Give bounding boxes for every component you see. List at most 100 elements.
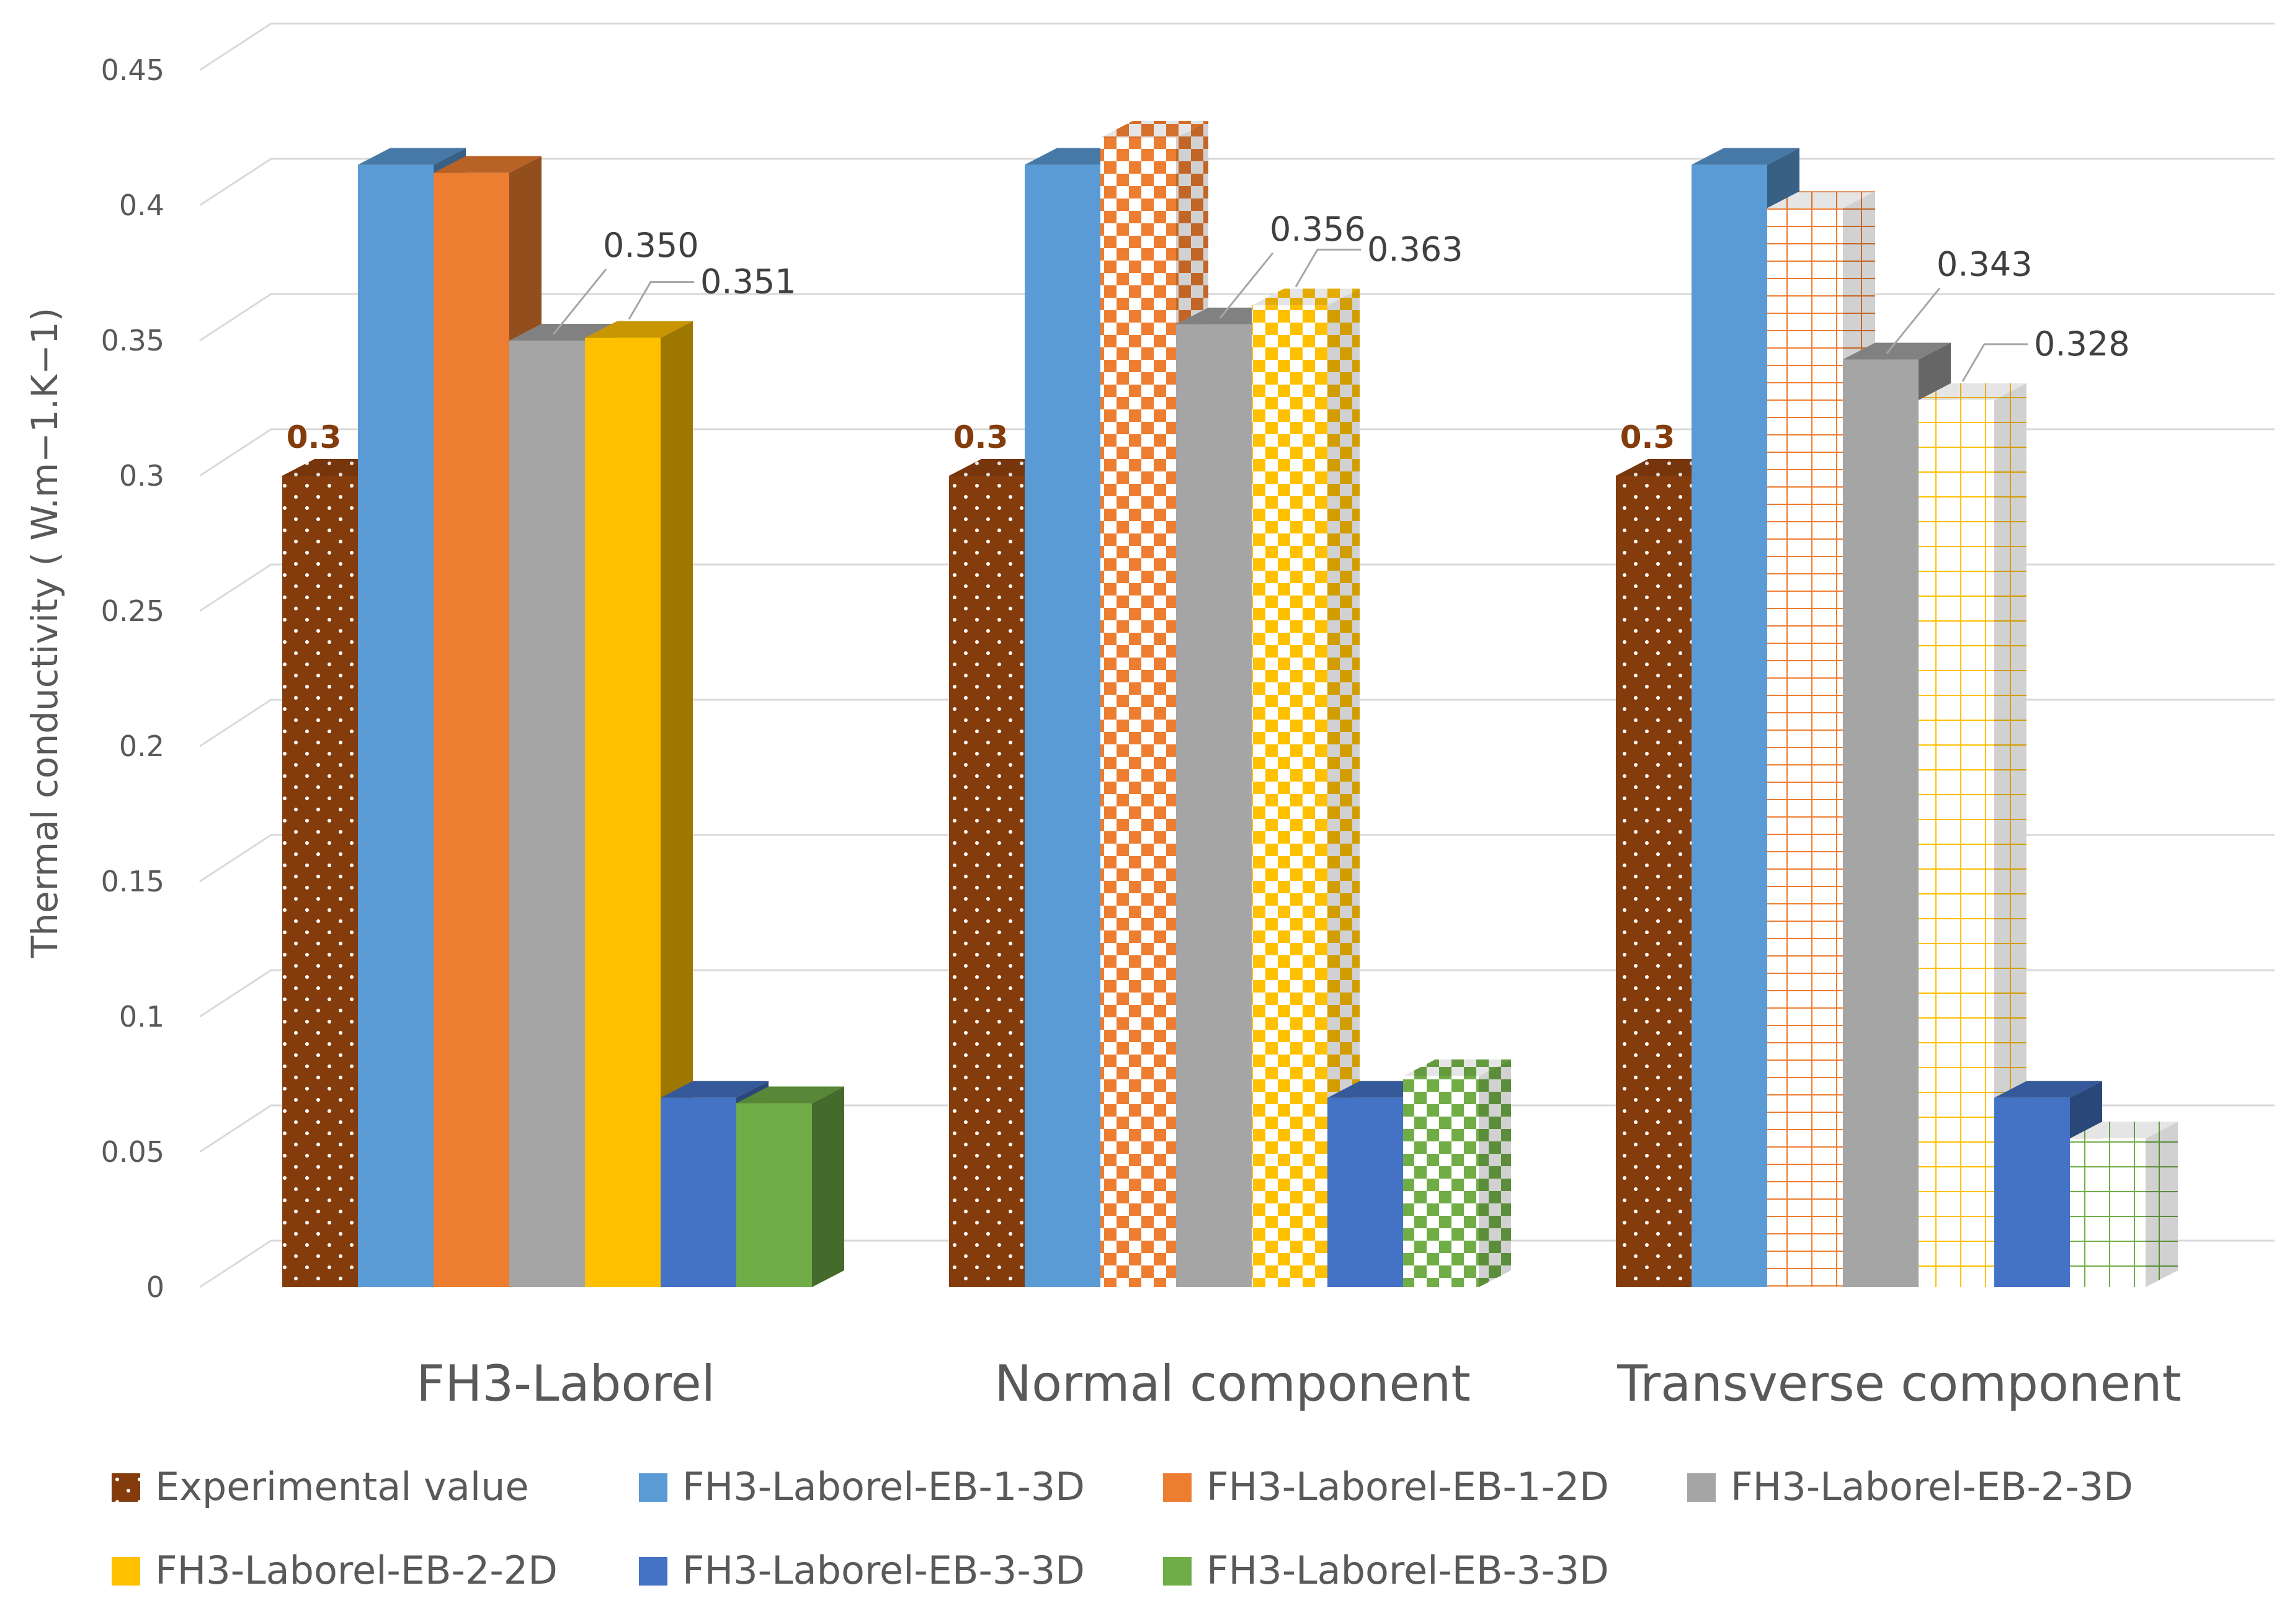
y-tick-label: 0.05 [101,1135,164,1169]
legend-swatch [1687,1473,1716,1502]
gridline [199,1239,2275,1288]
bar-front [1616,476,1692,1287]
bar-side [1327,288,1360,1287]
bar [1403,1059,1511,1287]
data-label: 0.328 [2034,324,2130,364]
bar-front [1843,359,1919,1287]
bar-side [661,321,693,1287]
legend-label: FH3-Laborel-EB-2-3D [1731,1464,2133,1509]
gridline [199,969,2275,1018]
category-label: Transverse component [1616,1355,2182,1412]
gridline [199,834,2275,883]
data-label: 0.3 [1620,419,1675,455]
bar-top-shade [1767,191,1875,208]
legend: Experimental value FH3-Laborel-EB-1-3D FH3… [112,1464,2133,1593]
legend-label: Experimental value [155,1464,529,1509]
data-label: 0.3 [953,419,1009,455]
y-tick-label: 0 [146,1270,164,1304]
bar-front [949,476,1025,1287]
bar-front [1692,164,1767,1288]
bar-side [2146,1122,2178,1287]
bar-top [1252,288,1360,306]
bar-front [1403,1076,1479,1287]
bar-front [1994,1097,2070,1287]
bar-front [1767,208,1843,1287]
y-tick-label: 0.1 [119,1000,164,1033]
data-label: 0.350 [603,226,699,265]
bar-top [1767,191,1875,208]
data-label: 0.356 [1270,210,1366,249]
legend-label: FH3-Laborel-EB-1-3D [682,1464,1085,1509]
leader-line [1961,343,2028,382]
gridline [199,158,2275,207]
bar-top [585,321,693,338]
bar-top-shade [1252,288,1360,306]
bar-side [1479,1059,1511,1287]
bar [2070,1122,2178,1287]
legend-label: FH3-Laborel-EB-3-3D [1206,1548,1609,1593]
legend-swatch [1163,1557,1192,1586]
y-axis-label: Thermal conductivity ( W.m−1.K−1) [24,308,66,958]
bar-top [736,1086,844,1104]
leader-line [1219,252,1274,319]
bar-top [2070,1122,2178,1139]
legend-swatch [1163,1473,1192,1502]
bar-front [585,337,661,1287]
leader-line [552,269,607,335]
bar-top-shade [1100,121,1208,138]
bar-top-shade [1403,1059,1511,1076]
y-tick-label: 0.25 [101,594,164,628]
legend-item: FH3-Laborel-EB-1-2D [1163,1464,1609,1509]
bar-top [1994,1081,2102,1098]
legend-swatch [639,1473,667,1502]
gridline [199,293,2275,342]
bar-top-shade [2070,1122,2178,1139]
bar-side-shade [1327,288,1360,1287]
bar-top [434,156,542,173]
bar-front [1919,399,1994,1288]
bar [1252,288,1360,1287]
bar [585,321,693,1287]
legend-swatch [639,1557,667,1586]
gridline [199,1104,2275,1153]
legend-item: FH3-Laborel-EB-1-3D [639,1464,1085,1509]
bar-front [358,164,434,1288]
bar-front [282,476,358,1287]
gridline [199,698,2275,747]
data-label: 0.3 [287,419,342,455]
bar-side-shade [1994,383,2026,1288]
bar-top [1100,121,1208,138]
bar-front [1176,324,1252,1287]
bar-front [434,172,509,1288]
bar-front [1100,138,1176,1287]
y-tick-label: 0.15 [101,865,164,898]
gridline [199,22,2275,71]
leader-line [628,281,694,320]
bar-top [1843,342,1951,360]
category-label: FH3-Laborel [416,1355,715,1412]
legend-swatch [112,1473,140,1502]
bar-top [1403,1059,1511,1076]
bar-front [2070,1138,2146,1287]
leader-line [1886,287,1941,354]
bar-front [661,1097,736,1287]
bar-top [358,148,466,165]
gridlines [199,22,2275,1288]
legend-item: Experimental value [112,1464,529,1509]
leader-line [1295,248,1361,288]
bar [736,1086,844,1287]
bar-side-shade [2146,1122,2178,1287]
category-labels: FH3-Laborel Normal component Transverse co… [416,1355,2182,1412]
legend-item: FH3-Laborel-EB-3-3D [639,1548,1085,1593]
bar-top-shade [1919,383,2026,400]
bar-top [1919,383,2026,400]
legend-label: FH3-Laborel-EB-3-3D [682,1548,1085,1593]
data-label: 0.343 [1937,245,2033,284]
data-label: 0.351 [700,262,796,301]
legend-item: FH3-Laborel-EB-2-2D [112,1548,558,1593]
gridline [199,428,2275,477]
bar-top [661,1081,769,1098]
category-label: Normal component [994,1355,1470,1412]
